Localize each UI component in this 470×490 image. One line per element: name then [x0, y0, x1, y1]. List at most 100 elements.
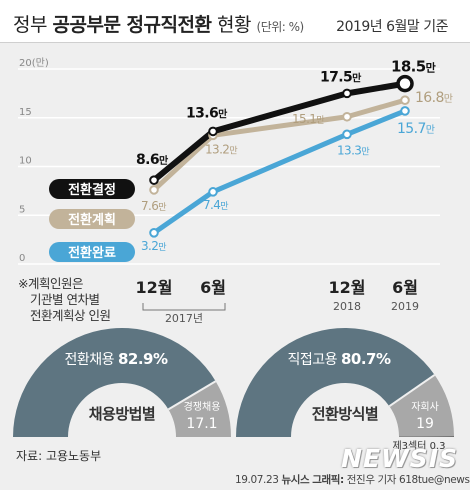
data-point	[342, 111, 352, 122]
gauge-other-label: 자회사	[411, 401, 439, 413]
gauge-main-name: 직접고용	[287, 352, 340, 368]
gauge-third-label: 제3섹터 0.3	[392, 440, 445, 452]
legend-pill	[49, 209, 135, 229]
series-line-전환결정	[151, 80, 408, 184]
data-point	[208, 126, 218, 137]
gauge-main-value: 80.7%	[341, 350, 391, 368]
data-point	[342, 129, 352, 140]
y-tick-label: 0	[19, 253, 25, 264]
credit-date: 19.07.23	[235, 474, 279, 486]
gauge-main-segment	[13, 327, 216, 437]
x-tick-label: 12월	[329, 278, 366, 297]
data-label: 13.6만	[186, 105, 228, 121]
year-label: 2019	[391, 300, 419, 313]
data-label-value: 7.4	[203, 198, 220, 212]
data-label-unit: 만	[444, 93, 453, 105]
data-label: 7.4만	[203, 198, 228, 212]
legend-label: 전환계획	[68, 212, 116, 228]
data-label-unit: 만	[361, 146, 369, 157]
data-point	[149, 185, 159, 195]
x-tick-label: 6월	[392, 278, 418, 297]
data-label: 16.8만	[415, 90, 453, 106]
y-tick-label: 15	[19, 107, 32, 118]
data-point	[400, 106, 410, 116]
x-tick-label: 6월	[200, 278, 226, 297]
gauge-other-value: 19	[416, 416, 434, 432]
x-tick-label: 12월	[136, 278, 173, 297]
data-label-value: 7.6	[141, 199, 158, 213]
gauge-title: 채용방법별	[89, 405, 156, 423]
data-label-unit: 만	[426, 124, 435, 136]
year-bracket	[142, 303, 226, 311]
header-divider	[0, 42, 470, 43]
credit-rest: 전진우 기자 618tue@newsis.com	[346, 474, 470, 486]
data-label-unit: 만	[426, 61, 436, 75]
data-label-value: 13.3	[337, 143, 361, 157]
data-label-unit: 만	[159, 154, 169, 167]
year-label: 2018	[333, 300, 361, 313]
data-label: 7.6만	[141, 199, 166, 213]
note-line: ※계획인원은	[18, 276, 83, 291]
data-label: 13.3만	[337, 143, 369, 157]
data-label: 15.7만	[397, 121, 435, 137]
data-point	[208, 187, 218, 197]
gauge-main-value: 82.9%	[118, 350, 168, 368]
gauge-separator	[388, 374, 436, 408]
year-label: 2017년	[165, 312, 203, 325]
as-of-date: 2019년 6월말 기준	[336, 19, 448, 35]
data-label: 3.2만	[141, 239, 166, 253]
data-label-value: 8.6	[136, 152, 159, 168]
data-point	[400, 95, 410, 106]
data-label-unit: 만	[316, 115, 324, 126]
series-line-전환완료	[151, 108, 408, 236]
data-point	[149, 228, 159, 238]
legend-pill	[49, 179, 135, 199]
credit-role: 그래픽:	[312, 474, 344, 486]
legend-label: 전환완료	[68, 245, 116, 261]
gauge-main-name: 전환채용	[64, 352, 117, 368]
data-label-value: 15.7	[397, 121, 426, 137]
data-label-unit: 만	[158, 202, 166, 213]
data-label-unit: 만	[158, 242, 166, 253]
legend-pill	[49, 242, 135, 262]
gauge-main-label: 전환채용 82.9%	[64, 350, 167, 368]
gauge-title: 전환방식별	[312, 405, 379, 423]
footnote: ※계획인원은 기관별 연차별 전환계획상 인원	[18, 276, 111, 324]
data-label-value: 3.2	[141, 239, 158, 253]
gauge-other-segment	[168, 381, 231, 437]
gauge-separator	[167, 380, 217, 411]
data-point	[342, 88, 352, 99]
y-tick-label: 20(만)	[19, 57, 49, 69]
gauge-main-label: 직접고용 80.7%	[287, 350, 390, 368]
data-point	[149, 175, 159, 185]
gauge-third-segment	[398, 435, 454, 437]
data-label-value: 17.5	[320, 69, 352, 85]
header: 정부 공공부문 정규직전환 현황 (단위: %) 2019년 6월말 기준	[0, 0, 470, 42]
gauge-main-segment	[236, 327, 435, 437]
credit: 19.07.23 뉴시스 그래픽: 전진우 기자 618tue@newsis.c…	[235, 472, 470, 487]
data-label-unit: 만	[352, 71, 362, 84]
chart-area: 20(만) 15 10 5 0 8.6만 13.6만 17.5만 18.5만 7.6만 13.2만 1…	[0, 43, 470, 490]
gauge-other-segment	[389, 374, 454, 437]
data-label-unit: 만	[220, 201, 228, 212]
title-bold: 공공부문 정규직전환	[52, 14, 212, 36]
legend-label: 전환결정	[68, 182, 116, 198]
data-label-value: 13.6	[186, 105, 218, 121]
title-tail: 현황	[217, 14, 251, 36]
data-label-value: 18.5	[391, 58, 426, 76]
data-point	[396, 74, 414, 93]
page-title: 정부 공공부문 정규직전환 현황 (단위: %)	[13, 10, 304, 37]
y-tick-label: 10	[19, 156, 32, 167]
data-label-unit: 만	[218, 107, 228, 120]
data-label: 18.5만	[391, 58, 436, 76]
unit-label: (단위: %)	[256, 20, 305, 34]
title-plain: 정부	[13, 14, 47, 36]
credit-agency: 뉴시스	[281, 474, 310, 486]
data-label-unit: 만	[229, 145, 237, 156]
data-label: 13.2만	[205, 142, 237, 156]
data-label-value: 15.1	[292, 112, 316, 126]
source: 자료: 고용노동부	[16, 449, 102, 463]
data-label-value: 13.2	[205, 142, 229, 156]
gauge-other-label: 경쟁채용	[184, 400, 221, 413]
